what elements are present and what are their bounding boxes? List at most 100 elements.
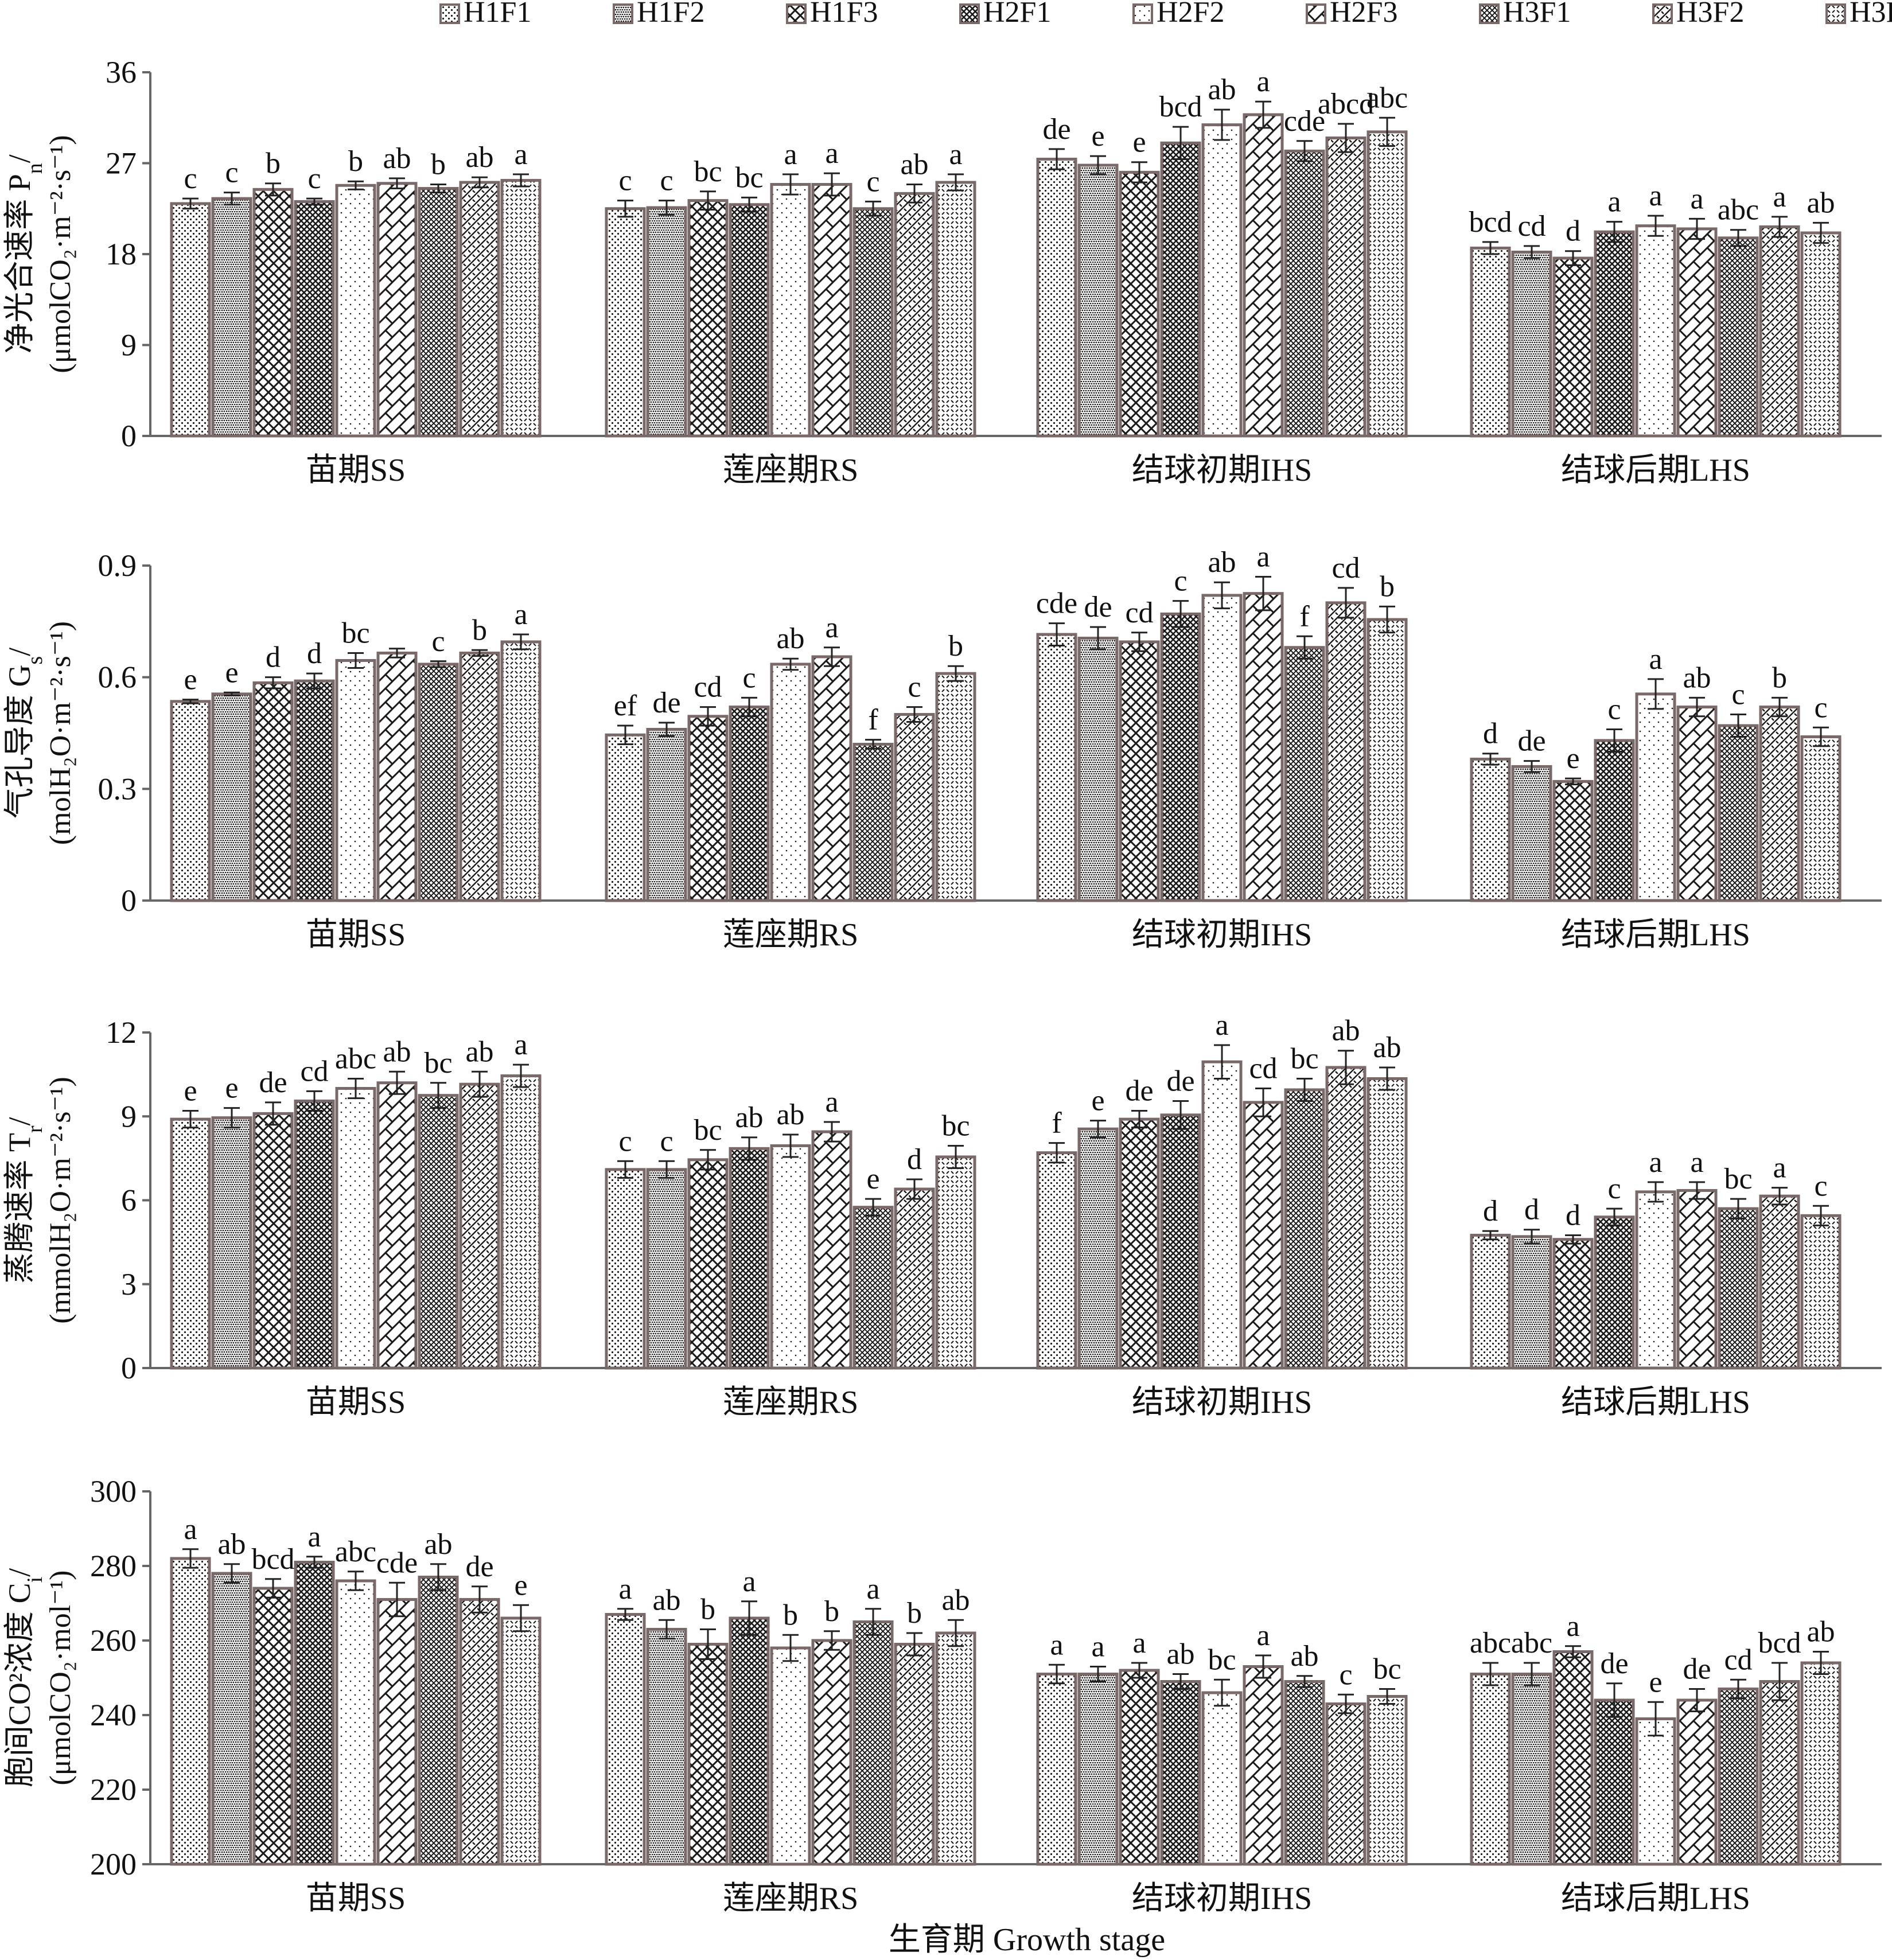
significance-label: c	[307, 162, 321, 195]
panel-4: 200 220 240 260 280 300 胞间CO²浓度 Ci/(μmolCO₂·mo…	[2, 1474, 1882, 1916]
significance-label: ab	[776, 1098, 804, 1131]
significance-label: a	[1773, 181, 1786, 213]
significance-label: e	[866, 1163, 879, 1195]
significance-label: ab	[217, 1528, 246, 1561]
significance-label: c	[1731, 679, 1745, 711]
bar-h1f1	[1036, 633, 1077, 902]
bar-h2f2	[335, 184, 376, 438]
significance-label: c	[431, 625, 445, 658]
significance-label: ab	[1166, 1638, 1194, 1671]
x-tick-label: 莲座期RS	[723, 1385, 859, 1420]
significance-label: e	[1649, 1666, 1662, 1698]
bar-h2f2	[1201, 1060, 1243, 1370]
significance-label: c	[908, 671, 921, 704]
x-tick-label: 结球初期IHS	[1132, 1385, 1312, 1420]
significance-label: a	[1091, 1631, 1104, 1663]
significance-label: bc	[1290, 1042, 1318, 1075]
panel-3: 0 3 6 9 12 蒸腾速率 Tr/(mmolH₂O·m⁻²·s⁻¹) 苗期SS 莲座期RS…	[2, 1009, 1882, 1420]
significance-label: b	[266, 147, 281, 180]
significance-label: a	[1649, 643, 1662, 676]
bar-h3f2	[894, 1187, 935, 1370]
y-tick-label: 9	[121, 1099, 137, 1133]
significance-label: e	[1091, 1085, 1104, 1117]
significance-label: bcd	[1469, 206, 1512, 239]
bar-h1f2	[1511, 1235, 1552, 1370]
y-axis-title: 净光合速率 Pn/	[2, 154, 47, 354]
bar-h1f2	[1077, 163, 1119, 438]
bar-h2f1	[729, 1616, 770, 1866]
significance-label: f	[1299, 600, 1310, 633]
bar-h3f3	[500, 178, 542, 438]
bar-h1f2	[1077, 1673, 1119, 1866]
bar-h1f3	[1119, 170, 1160, 438]
bar-h1f1	[1036, 1673, 1077, 1866]
legend-item-h2f2: H2F2	[1132, 0, 1224, 29]
bar-h2f3	[376, 182, 418, 438]
bar-h1f2	[646, 206, 687, 438]
bar-h3f3	[500, 1074, 542, 1370]
bar-h3f1	[1284, 1088, 1325, 1370]
bar-h1f3	[1119, 1669, 1160, 1866]
bar-h3f2	[894, 713, 935, 902]
bar-h3f2	[894, 1643, 935, 1866]
bar-h3f3	[1800, 1214, 1842, 1370]
bar-h1f2	[1077, 1127, 1119, 1370]
significance-label: a	[1607, 186, 1621, 219]
significance-label: ab	[383, 142, 411, 175]
significance-label: cd	[694, 671, 722, 704]
x-tick-label: 莲座期RS	[723, 917, 859, 953]
bar-h3f1	[418, 1094, 459, 1370]
bar-h2f3	[1243, 1665, 1284, 1866]
significance-label: bc	[341, 617, 369, 649]
x-tick-label: 结球初期IHS	[1132, 453, 1312, 488]
significance-label: a	[1566, 1610, 1579, 1643]
bar-h2f2	[1635, 1190, 1676, 1370]
significance-label: a	[1773, 1152, 1786, 1184]
legend-label: H2F2	[1157, 0, 1224, 29]
bar-h1f3	[252, 1587, 294, 1866]
significance-label: ab	[465, 141, 493, 174]
significance-label: e	[1091, 120, 1104, 153]
y-tick-label: 200	[90, 1847, 137, 1881]
significance-label: bc	[694, 1114, 722, 1147]
y-axis-title: 蒸腾速率 Tr/	[2, 1117, 47, 1283]
bar-h3f1	[1718, 1207, 1759, 1370]
bar-h1f1	[170, 1117, 211, 1370]
significance-label: abc	[335, 1042, 376, 1075]
bar-h3f2	[1759, 225, 1800, 438]
significance-label: de	[1084, 591, 1112, 624]
significance-label: a	[184, 1513, 197, 1546]
bar-h1f2	[211, 1572, 252, 1866]
bar-h1f1	[1470, 1673, 1511, 1866]
significance-label: c	[1607, 693, 1621, 726]
significance-label: e	[225, 656, 238, 689]
bar-h1f3	[252, 188, 294, 438]
bar-h2f2	[770, 1144, 811, 1370]
y-tick-label: 220	[90, 1772, 137, 1807]
bar-h2f3	[376, 651, 418, 902]
bar-h1f3	[1552, 1238, 1594, 1370]
bar-h3f3	[500, 640, 542, 902]
y-tick-label: 260	[90, 1623, 137, 1658]
significance-label: a	[514, 598, 527, 631]
bar-h3f1	[418, 187, 459, 438]
bar-h1f3	[1552, 1650, 1594, 1866]
legend-label: H2F3	[1330, 0, 1397, 29]
y-tick-label: 280	[90, 1549, 137, 1583]
legend-item-h1f2: H1F2	[613, 0, 704, 29]
bar-h1f1	[605, 1613, 646, 1866]
bar-h2f1	[1160, 141, 1201, 438]
significance-label: ab	[1208, 546, 1236, 579]
significance-label: de	[652, 687, 680, 719]
bar-h3f2	[1325, 601, 1367, 902]
legend-swatch	[1306, 3, 1326, 24]
significance-label: ab	[776, 622, 804, 655]
bar-h2f3	[1243, 1101, 1284, 1370]
bar-h3f1	[1284, 1680, 1325, 1866]
bar-h1f3	[1552, 780, 1594, 902]
bar-h1f3	[1119, 640, 1160, 902]
bar-h3f2	[459, 651, 500, 902]
significance-label: c	[618, 165, 632, 197]
significance-label: b	[348, 145, 363, 178]
